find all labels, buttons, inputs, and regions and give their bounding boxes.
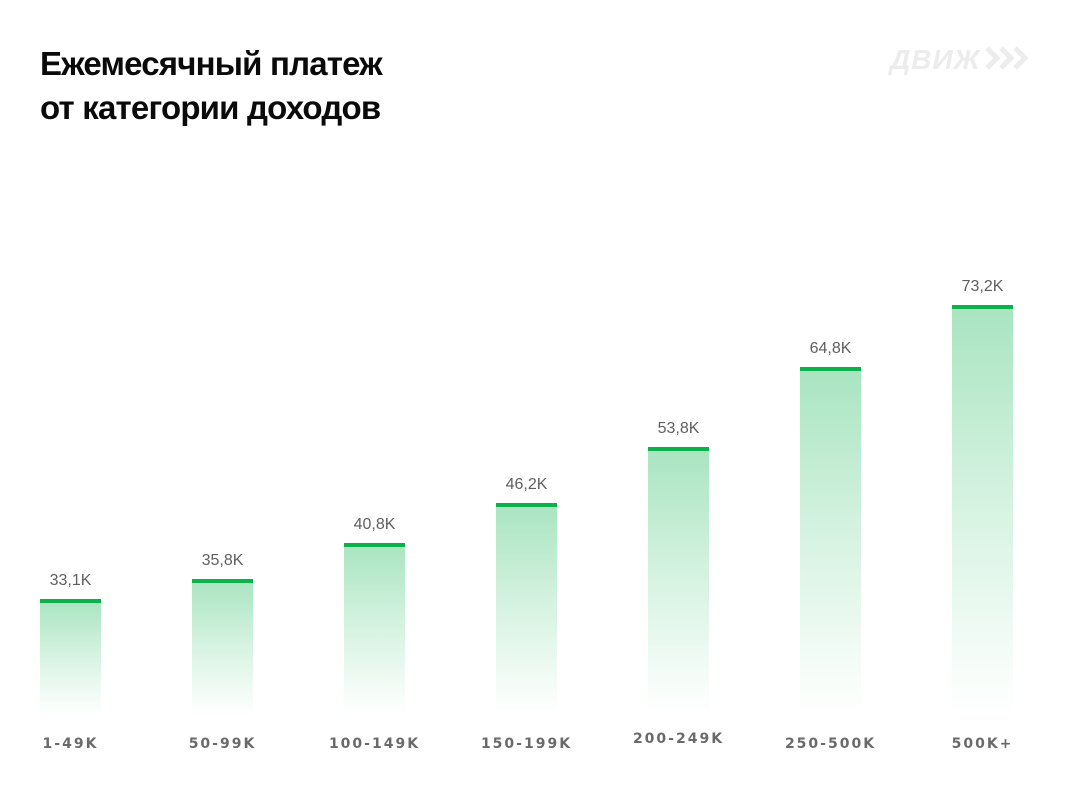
category-label: 150-199K [480, 736, 573, 752]
bar [648, 447, 709, 716]
bar [40, 599, 101, 716]
bar-value-label: 53,8K [657, 420, 700, 437]
chart-title-line-1: Ежемесячный платеж [40, 45, 383, 82]
category-label: 1-49K [42, 736, 99, 752]
bar-cap [496, 503, 557, 507]
triple-chevron-right-icon [983, 45, 1035, 76]
bar-cap [800, 367, 861, 371]
bar-value-label: 35,8K [201, 552, 244, 569]
bar-cap [40, 599, 101, 603]
category-label: 500K+ [951, 736, 1014, 752]
brand-logo-text: ДВИЖ [890, 44, 981, 75]
category-label: 50-99K [188, 736, 257, 752]
bar [952, 305, 1013, 716]
brand-logo: ДВИЖ [890, 44, 1035, 76]
bar-cap [192, 579, 253, 583]
bar [800, 367, 861, 716]
chart-title-line-2: от категории доходов [40, 89, 381, 126]
bar-cap [344, 543, 405, 547]
bar [496, 503, 557, 716]
bar [344, 543, 405, 716]
bar-cap [952, 305, 1013, 309]
bar [192, 579, 253, 716]
bar-cap [648, 447, 709, 451]
bar-value-label: 33,1K [49, 572, 92, 589]
category-label: 200-249K [632, 731, 725, 747]
bar-value-label: 73,2K [961, 278, 1004, 295]
bar-value-label: 64,8K [809, 340, 852, 357]
category-label: 100-149K [328, 736, 421, 752]
chart-title: Ежемесячный платеж от категории доходов [40, 42, 383, 130]
category-label: 250-500K [784, 736, 877, 752]
bar-value-label: 40,8K [353, 516, 396, 533]
bar-value-label: 46,2K [505, 476, 548, 493]
